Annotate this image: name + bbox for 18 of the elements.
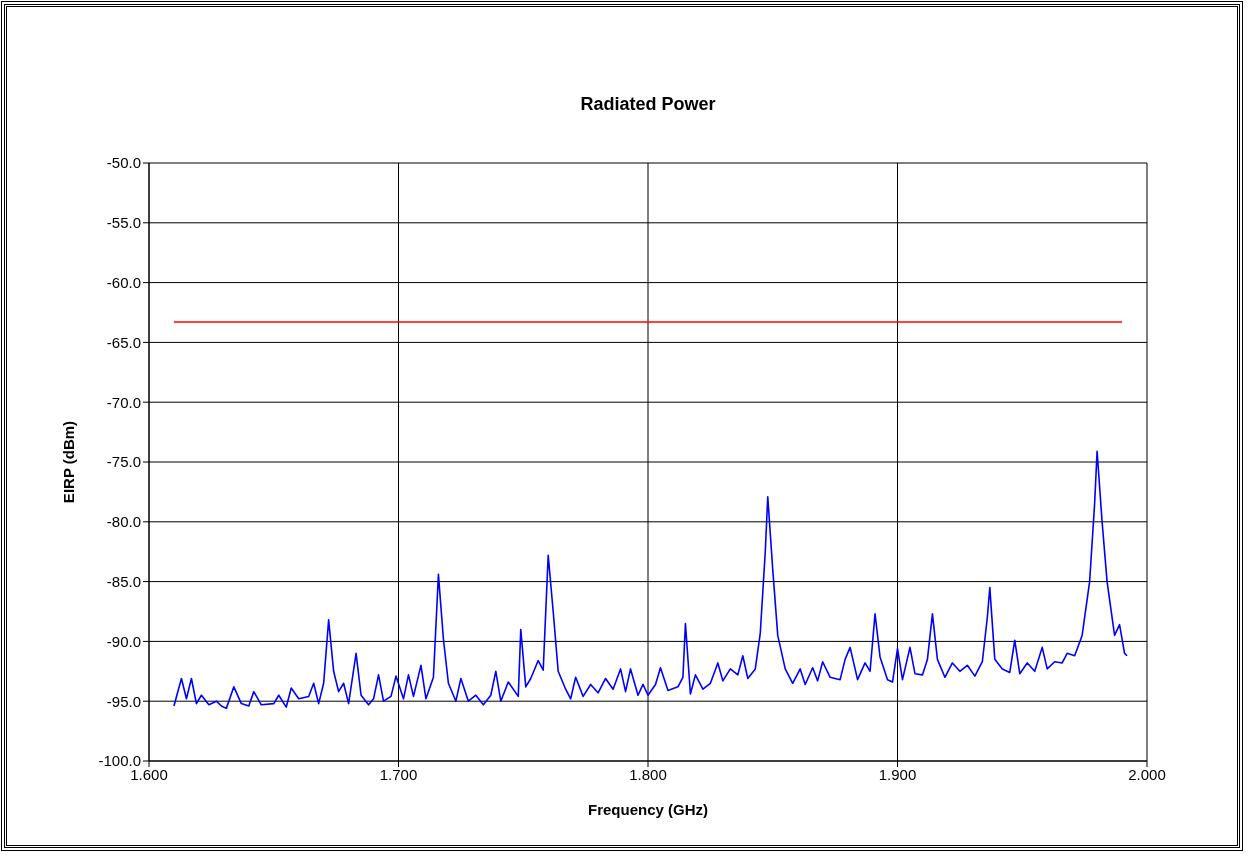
- x-tick-label: 2.000: [1128, 765, 1166, 783]
- line-series: [173, 450, 1128, 710]
- y-axis-title: EIRP (dBm): [60, 420, 78, 504]
- y-tick-label: -85.0: [106, 572, 141, 590]
- x-axis-title: Frequency (GHz): [587, 801, 709, 818]
- x-tick-label: 1.700: [379, 765, 418, 783]
- x-tick-label: 1.800: [629, 765, 667, 783]
- y-tick-label: -75.0: [106, 453, 141, 471]
- x-tick-label: 1.900: [878, 765, 917, 783]
- y-tick-label: -70.0: [106, 393, 141, 411]
- y-tick-label: -90.0: [106, 632, 141, 650]
- y-tick-label: -50.0: [106, 154, 141, 172]
- y-tick-label: -60.0: [106, 273, 141, 291]
- y-tick-label: -65.0: [106, 333, 141, 351]
- y-tick-label: -95.0: [106, 692, 141, 710]
- y-tick-label: -55.0: [106, 214, 141, 232]
- y-tick-label: -80.0: [106, 513, 141, 531]
- chart-title: Radiated Power: [579, 94, 717, 115]
